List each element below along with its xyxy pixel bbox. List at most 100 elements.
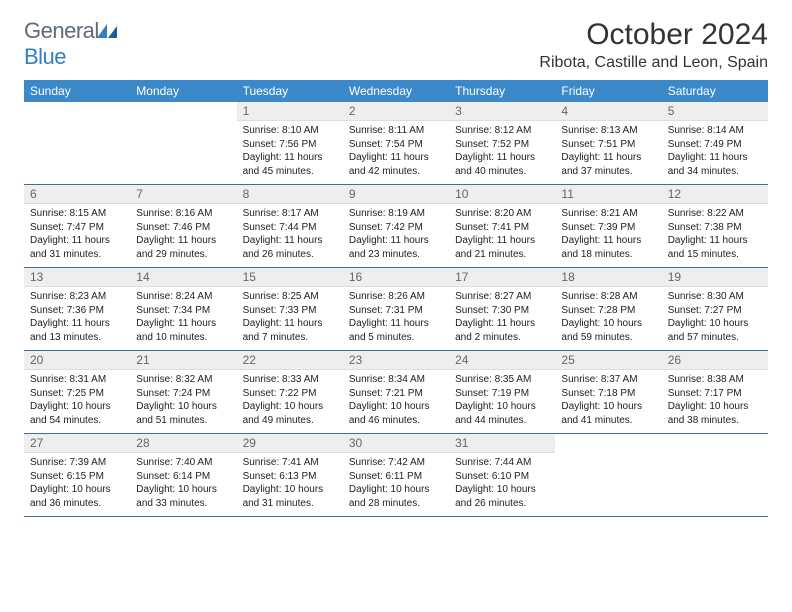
calendar-day-cell: 7Sunrise: 8:16 AMSunset: 7:46 PMDaylight… bbox=[130, 185, 236, 268]
day-details: Sunrise: 7:42 AMSunset: 6:11 PMDaylight:… bbox=[343, 453, 449, 516]
daylight-text: Daylight: 11 hours and 37 minutes. bbox=[561, 151, 655, 178]
calendar-day-cell: 17Sunrise: 8:27 AMSunset: 7:30 PMDayligh… bbox=[449, 268, 555, 351]
calendar-day-cell: 8Sunrise: 8:17 AMSunset: 7:44 PMDaylight… bbox=[237, 185, 343, 268]
day-number: 25 bbox=[555, 351, 661, 370]
daylight-text: Daylight: 10 hours and 33 minutes. bbox=[136, 483, 230, 510]
day-number: 17 bbox=[449, 268, 555, 287]
sunset-text: Sunset: 7:28 PM bbox=[561, 304, 655, 318]
day-number: 27 bbox=[24, 434, 130, 453]
daylight-text: Daylight: 11 hours and 29 minutes. bbox=[136, 234, 230, 261]
weekday-header: Tuesday bbox=[237, 80, 343, 102]
daylight-text: Daylight: 10 hours and 41 minutes. bbox=[561, 400, 655, 427]
daylight-text: Daylight: 10 hours and 46 minutes. bbox=[349, 400, 443, 427]
sunset-text: Sunset: 7:49 PM bbox=[668, 138, 762, 152]
sunset-text: Sunset: 7:30 PM bbox=[455, 304, 549, 318]
logo-mark-icon bbox=[97, 22, 119, 38]
day-details: Sunrise: 8:38 AMSunset: 7:17 PMDaylight:… bbox=[662, 370, 768, 433]
calendar-week-row: ..1Sunrise: 8:10 AMSunset: 7:56 PMDaylig… bbox=[24, 102, 768, 185]
sunset-text: Sunset: 7:54 PM bbox=[349, 138, 443, 152]
sunrise-text: Sunrise: 8:19 AM bbox=[349, 207, 443, 221]
daylight-text: Daylight: 11 hours and 13 minutes. bbox=[30, 317, 124, 344]
sunset-text: Sunset: 6:11 PM bbox=[349, 470, 443, 484]
day-number: 12 bbox=[662, 185, 768, 204]
sunrise-text: Sunrise: 8:24 AM bbox=[136, 290, 230, 304]
sunset-text: Sunset: 7:24 PM bbox=[136, 387, 230, 401]
sunset-text: Sunset: 7:17 PM bbox=[668, 387, 762, 401]
calendar-day-cell: 3Sunrise: 8:12 AMSunset: 7:52 PMDaylight… bbox=[449, 102, 555, 185]
calendar-day-cell: 24Sunrise: 8:35 AMSunset: 7:19 PMDayligh… bbox=[449, 351, 555, 434]
calendar-body: ..1Sunrise: 8:10 AMSunset: 7:56 PMDaylig… bbox=[24, 102, 768, 517]
day-details: Sunrise: 8:26 AMSunset: 7:31 PMDaylight:… bbox=[343, 287, 449, 350]
daylight-text: Daylight: 11 hours and 5 minutes. bbox=[349, 317, 443, 344]
calendar-day-cell: 6Sunrise: 8:15 AMSunset: 7:47 PMDaylight… bbox=[24, 185, 130, 268]
day-number: 4 bbox=[555, 102, 661, 121]
sunrise-text: Sunrise: 8:28 AM bbox=[561, 290, 655, 304]
calendar-day-cell: 22Sunrise: 8:33 AMSunset: 7:22 PMDayligh… bbox=[237, 351, 343, 434]
day-details: Sunrise: 8:27 AMSunset: 7:30 PMDaylight:… bbox=[449, 287, 555, 350]
day-number: 22 bbox=[237, 351, 343, 370]
day-details: Sunrise: 8:24 AMSunset: 7:34 PMDaylight:… bbox=[130, 287, 236, 350]
day-number: 6 bbox=[24, 185, 130, 204]
day-number: 9 bbox=[343, 185, 449, 204]
daylight-text: Daylight: 11 hours and 42 minutes. bbox=[349, 151, 443, 178]
calendar-day-cell: 26Sunrise: 8:38 AMSunset: 7:17 PMDayligh… bbox=[662, 351, 768, 434]
sunset-text: Sunset: 7:39 PM bbox=[561, 221, 655, 235]
sunrise-text: Sunrise: 8:26 AM bbox=[349, 290, 443, 304]
daylight-text: Daylight: 11 hours and 34 minutes. bbox=[668, 151, 762, 178]
weekday-header: Saturday bbox=[662, 80, 768, 102]
sunset-text: Sunset: 7:33 PM bbox=[243, 304, 337, 318]
day-number: 7 bbox=[130, 185, 236, 204]
day-details: Sunrise: 8:17 AMSunset: 7:44 PMDaylight:… bbox=[237, 204, 343, 267]
calendar-week-row: 20Sunrise: 8:31 AMSunset: 7:25 PMDayligh… bbox=[24, 351, 768, 434]
day-details: Sunrise: 7:41 AMSunset: 6:13 PMDaylight:… bbox=[237, 453, 343, 516]
header-row: General Blue October 2024 Ribota, Castil… bbox=[24, 18, 768, 72]
daylight-text: Daylight: 10 hours and 51 minutes. bbox=[136, 400, 230, 427]
logo-text: General Blue bbox=[24, 18, 119, 70]
calendar-day-cell: 21Sunrise: 8:32 AMSunset: 7:24 PMDayligh… bbox=[130, 351, 236, 434]
calendar-day-cell: 4 Sunrise: 8:13 AMSunset: 7:51 PMDaylight… bbox=[555, 102, 661, 185]
day-number: 8 bbox=[237, 185, 343, 204]
day-details: Sunrise: 8:33 AMSunset: 7:22 PMDaylight:… bbox=[237, 370, 343, 433]
day-details: Sunrise: 8:28 AMSunset: 7:28 PMDaylight:… bbox=[555, 287, 661, 350]
calendar-day-cell: 27Sunrise: 7:39 AMSunset: 6:15 PMDayligh… bbox=[24, 434, 130, 517]
sunset-text: Sunset: 7:44 PM bbox=[243, 221, 337, 235]
day-number: 28 bbox=[130, 434, 236, 453]
sunrise-text: Sunrise: 8:13 AM bbox=[561, 124, 655, 138]
calendar-day-cell: 25Sunrise: 8:37 AMSunset: 7:18 PMDayligh… bbox=[555, 351, 661, 434]
day-number: 18 bbox=[555, 268, 661, 287]
calendar-day-cell: 11Sunrise: 8:21 AMSunset: 7:39 PMDayligh… bbox=[555, 185, 661, 268]
daylight-text: Daylight: 10 hours and 49 minutes. bbox=[243, 400, 337, 427]
sunrise-text: Sunrise: 8:25 AM bbox=[243, 290, 337, 304]
sunrise-text: Sunrise: 8:35 AM bbox=[455, 373, 549, 387]
daylight-text: Daylight: 11 hours and 45 minutes. bbox=[243, 151, 337, 178]
calendar-day-cell: 14Sunrise: 8:24 AMSunset: 7:34 PMDayligh… bbox=[130, 268, 236, 351]
calendar-day-cell: . bbox=[555, 434, 661, 517]
calendar-day-cell: 29Sunrise: 7:41 AMSunset: 6:13 PMDayligh… bbox=[237, 434, 343, 517]
sunrise-text: Sunrise: 7:42 AM bbox=[349, 456, 443, 470]
day-number: 20 bbox=[24, 351, 130, 370]
sunrise-text: Sunrise: 7:39 AM bbox=[30, 456, 124, 470]
daylight-text: Daylight: 10 hours and 36 minutes. bbox=[30, 483, 124, 510]
sunset-text: Sunset: 7:31 PM bbox=[349, 304, 443, 318]
sunset-text: Sunset: 7:51 PM bbox=[561, 138, 655, 152]
day-number: 5 bbox=[662, 102, 768, 121]
daylight-text: Daylight: 11 hours and 10 minutes. bbox=[136, 317, 230, 344]
sunset-text: Sunset: 7:56 PM bbox=[243, 138, 337, 152]
calendar-day-cell: . bbox=[24, 102, 130, 185]
calendar-week-row: 27Sunrise: 7:39 AMSunset: 6:15 PMDayligh… bbox=[24, 434, 768, 517]
logo-general: General bbox=[24, 18, 99, 43]
day-details: Sunrise: 8:37 AMSunset: 7:18 PMDaylight:… bbox=[555, 370, 661, 433]
daylight-text: Daylight: 10 hours and 28 minutes. bbox=[349, 483, 443, 510]
day-number: 1 bbox=[237, 102, 343, 121]
daylight-text: Daylight: 11 hours and 40 minutes. bbox=[455, 151, 549, 178]
sunrise-text: Sunrise: 8:21 AM bbox=[561, 207, 655, 221]
logo: General Blue bbox=[24, 18, 119, 70]
sunrise-text: Sunrise: 8:38 AM bbox=[668, 373, 762, 387]
sunrise-text: Sunrise: 8:37 AM bbox=[561, 373, 655, 387]
daylight-text: Daylight: 11 hours and 2 minutes. bbox=[455, 317, 549, 344]
day-details: Sunrise: 8:21 AMSunset: 7:39 PMDaylight:… bbox=[555, 204, 661, 267]
calendar-week-row: 13Sunrise: 8:23 AMSunset: 7:36 PMDayligh… bbox=[24, 268, 768, 351]
day-number: 30 bbox=[343, 434, 449, 453]
calendar-week-row: 6Sunrise: 8:15 AMSunset: 7:47 PMDaylight… bbox=[24, 185, 768, 268]
calendar-day-cell: 18Sunrise: 8:28 AMSunset: 7:28 PMDayligh… bbox=[555, 268, 661, 351]
